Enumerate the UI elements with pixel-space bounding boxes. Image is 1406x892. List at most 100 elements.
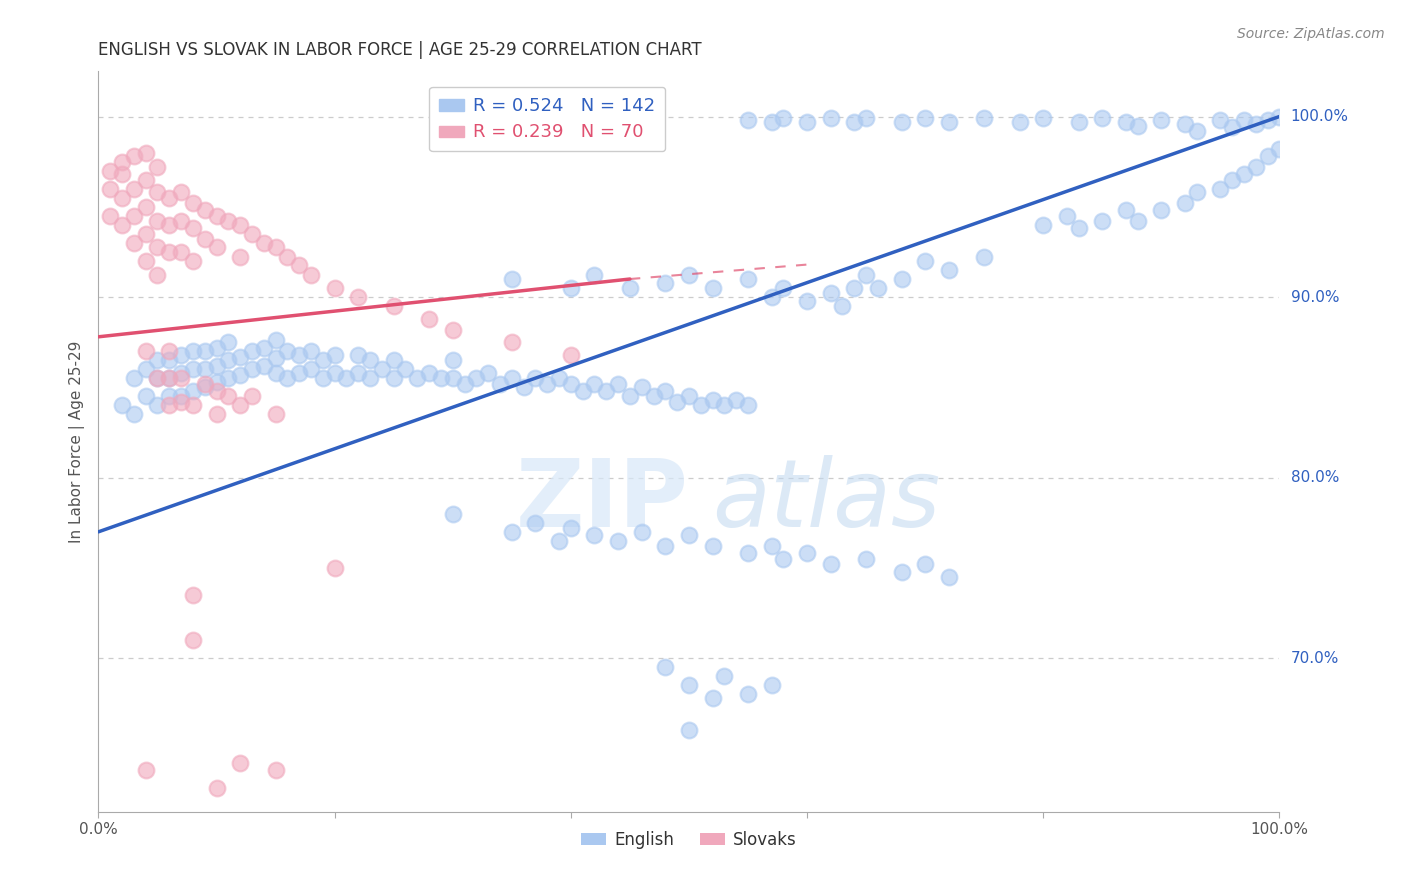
- Point: [299, 268, 322, 283]
- Point: [501, 272, 523, 286]
- Point: [583, 376, 606, 391]
- Point: [1174, 117, 1197, 131]
- Point: [855, 268, 877, 283]
- Point: [1220, 172, 1243, 186]
- Point: [359, 371, 381, 385]
- Point: [713, 399, 735, 413]
- Point: [205, 359, 228, 373]
- Point: [240, 362, 263, 376]
- Point: [170, 389, 193, 403]
- Point: [560, 281, 582, 295]
- Point: [820, 112, 842, 126]
- Point: [702, 690, 724, 705]
- Point: [157, 353, 180, 368]
- Point: [146, 214, 169, 228]
- Point: [761, 539, 783, 553]
- Point: [264, 351, 287, 366]
- Point: [181, 362, 204, 376]
- Point: [181, 399, 204, 413]
- Point: [170, 394, 193, 409]
- Point: [643, 389, 665, 403]
- Point: [595, 384, 617, 398]
- Point: [217, 214, 239, 228]
- Point: [229, 218, 252, 232]
- Point: [181, 254, 204, 268]
- Point: [135, 344, 157, 359]
- Point: [796, 293, 818, 308]
- Point: [1056, 209, 1078, 223]
- Point: [335, 371, 357, 385]
- Point: [560, 376, 582, 391]
- Point: [654, 276, 676, 290]
- Point: [229, 350, 252, 364]
- Point: [394, 362, 416, 376]
- Point: [890, 565, 912, 579]
- Point: [820, 558, 842, 572]
- Point: [725, 392, 748, 407]
- Point: [264, 763, 287, 777]
- Point: [938, 263, 960, 277]
- Point: [536, 376, 558, 391]
- Point: [181, 384, 204, 398]
- Point: [146, 268, 169, 283]
- Point: [240, 344, 263, 359]
- Point: [630, 380, 652, 394]
- Point: [772, 552, 794, 566]
- Point: [98, 182, 121, 196]
- Point: [713, 669, 735, 683]
- Point: [194, 362, 217, 376]
- Point: [973, 251, 995, 265]
- Point: [146, 160, 169, 174]
- Point: [288, 366, 311, 380]
- Point: [973, 112, 995, 126]
- Point: [453, 376, 475, 391]
- Point: [678, 389, 700, 403]
- Point: [1209, 182, 1232, 196]
- Point: [1150, 203, 1173, 218]
- Point: [135, 763, 157, 777]
- Point: [122, 371, 145, 385]
- Point: [229, 368, 252, 382]
- Point: [170, 186, 193, 200]
- Point: [205, 239, 228, 253]
- Point: [855, 112, 877, 126]
- Point: [512, 380, 534, 394]
- Point: [217, 335, 239, 350]
- Text: atlas: atlas: [713, 455, 941, 546]
- Point: [157, 218, 180, 232]
- Point: [347, 348, 370, 362]
- Point: [938, 115, 960, 129]
- Point: [194, 232, 217, 246]
- Point: [240, 227, 263, 241]
- Point: [666, 394, 689, 409]
- Point: [323, 366, 346, 380]
- Point: [135, 362, 157, 376]
- Point: [761, 290, 783, 304]
- Point: [98, 163, 121, 178]
- Point: [890, 272, 912, 286]
- Point: [583, 268, 606, 283]
- Point: [276, 371, 298, 385]
- Point: [98, 209, 121, 223]
- Point: [111, 399, 134, 413]
- Point: [229, 399, 252, 413]
- Point: [371, 362, 394, 376]
- Point: [406, 371, 429, 385]
- Point: [347, 366, 370, 380]
- Point: [607, 533, 630, 548]
- Point: [1220, 120, 1243, 135]
- Point: [181, 196, 204, 211]
- Point: [157, 399, 180, 413]
- Point: [548, 371, 571, 385]
- Point: [1209, 113, 1232, 128]
- Point: [1032, 218, 1054, 232]
- Point: [264, 334, 287, 348]
- Point: [689, 399, 711, 413]
- Point: [678, 528, 700, 542]
- Point: [441, 507, 464, 521]
- Point: [465, 371, 488, 385]
- Point: [630, 524, 652, 539]
- Point: [855, 552, 877, 566]
- Point: [418, 311, 440, 326]
- Point: [111, 191, 134, 205]
